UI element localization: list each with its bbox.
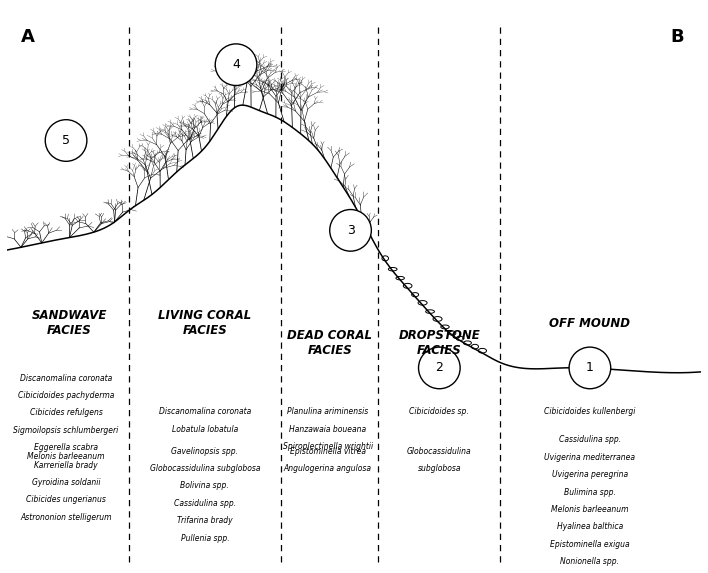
Text: Karreriella brady: Karreriella brady: [34, 461, 98, 470]
Ellipse shape: [330, 210, 371, 251]
Text: Cibicides ungerianus: Cibicides ungerianus: [26, 496, 106, 504]
Text: Discanomalina coronata: Discanomalina coronata: [20, 374, 112, 383]
Text: Hanzawaia boueana: Hanzawaia boueana: [289, 425, 366, 434]
Text: subglobosa: subglobosa: [418, 464, 461, 473]
Text: 4: 4: [232, 58, 240, 71]
Text: 5: 5: [62, 134, 70, 147]
Text: DROPSTONE
FACIES: DROPSTONE FACIES: [399, 329, 480, 356]
Text: Gyroidina soldanii: Gyroidina soldanii: [32, 478, 101, 487]
Ellipse shape: [418, 347, 460, 388]
Text: Pullenia spp.: Pullenia spp.: [181, 533, 229, 543]
Text: Planulina ariminensis: Planulina ariminensis: [287, 407, 368, 416]
Text: Melonis barleeanum: Melonis barleeanum: [551, 505, 629, 514]
Text: Cibicidoides pachyderma: Cibicidoides pachyderma: [18, 391, 114, 400]
Text: Melonis barleeanum: Melonis barleeanum: [28, 452, 105, 461]
Text: Cassidulina spp.: Cassidulina spp.: [173, 499, 236, 508]
Text: DEAD CORAL
FACIES: DEAD CORAL FACIES: [287, 329, 372, 356]
Text: Cassidulina spp.: Cassidulina spp.: [559, 435, 621, 444]
Text: Globocassidulina: Globocassidulina: [407, 446, 472, 456]
Text: Cibicidoides kullenbergi: Cibicidoides kullenbergi: [544, 407, 636, 416]
Text: Gavelinopsis spp.: Gavelinopsis spp.: [171, 446, 239, 456]
Text: Trifarina brady: Trifarina brady: [177, 516, 233, 525]
Text: SANDWAVE
FACIES: SANDWAVE FACIES: [32, 309, 107, 337]
Text: A: A: [21, 28, 35, 46]
Text: Sigmoilopsis schlumbergeri: Sigmoilopsis schlumbergeri: [13, 426, 119, 435]
Text: Cibicides refulgens: Cibicides refulgens: [30, 409, 103, 417]
Text: Uvigerina mediterranea: Uvigerina mediterranea: [544, 453, 635, 462]
Text: Globocassidulina subglobosa: Globocassidulina subglobosa: [149, 464, 260, 473]
Text: Lobatula lobatula: Lobatula lobatula: [172, 425, 238, 434]
Text: Bolivina spp.: Bolivina spp.: [181, 481, 229, 490]
Text: Discanomalina coronata: Discanomalina coronata: [159, 407, 251, 416]
Text: Spiroplectinella wrightii: Spiroplectinella wrightii: [282, 442, 372, 451]
Text: 1: 1: [586, 362, 594, 374]
Text: Epistominella vitrea: Epistominella vitrea: [290, 446, 365, 456]
Text: Angulogerina angulosa: Angulogerina angulosa: [284, 464, 372, 473]
Text: LIVING CORAL
FACIES: LIVING CORAL FACIES: [158, 309, 251, 337]
Ellipse shape: [45, 120, 87, 162]
Text: Nonionella spp.: Nonionella spp.: [561, 557, 620, 566]
Text: Bulimina spp.: Bulimina spp.: [564, 488, 616, 497]
Text: 2: 2: [435, 362, 443, 374]
Text: Cibicidoides sp.: Cibicidoides sp.: [409, 407, 469, 416]
Text: Uvigerina peregrina: Uvigerina peregrina: [552, 470, 628, 479]
Text: Hyalinea balthica: Hyalinea balthica: [556, 523, 623, 531]
Text: OFF MOUND: OFF MOUND: [549, 316, 630, 329]
Text: Astrononion stelligerum: Astrononion stelligerum: [21, 513, 112, 522]
Ellipse shape: [569, 347, 611, 388]
Text: 3: 3: [347, 224, 355, 237]
Text: B: B: [670, 28, 683, 46]
Text: Eggerella scabra: Eggerella scabra: [34, 443, 98, 452]
Text: Epistominella exigua: Epistominella exigua: [550, 540, 629, 549]
Ellipse shape: [215, 44, 257, 85]
